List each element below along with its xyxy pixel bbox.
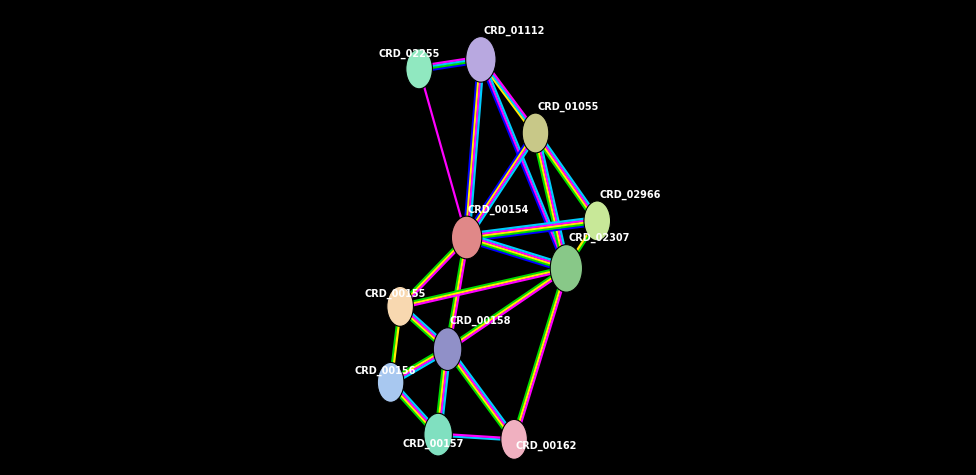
Text: CRD_02966: CRD_02966 — [599, 189, 661, 200]
Ellipse shape — [550, 245, 583, 292]
Text: CRD_01055: CRD_01055 — [538, 101, 599, 112]
Ellipse shape — [522, 113, 549, 153]
Ellipse shape — [386, 286, 414, 326]
Text: CRD_00156: CRD_00156 — [354, 366, 416, 376]
Text: CRD_00154: CRD_00154 — [468, 204, 528, 215]
Ellipse shape — [584, 201, 611, 241]
Text: CRD_02255: CRD_02255 — [379, 49, 440, 59]
Ellipse shape — [406, 49, 432, 89]
Text: CRD_00158: CRD_00158 — [450, 316, 511, 326]
Text: CRD_00162: CRD_00162 — [515, 441, 577, 451]
Text: CRD_02307: CRD_02307 — [569, 233, 630, 243]
Ellipse shape — [433, 328, 462, 371]
Text: CRD_00157: CRD_00157 — [402, 438, 464, 449]
Ellipse shape — [501, 419, 527, 459]
Ellipse shape — [452, 216, 482, 259]
Text: CRD_01112: CRD_01112 — [483, 25, 545, 36]
Text: CRD_00155: CRD_00155 — [364, 289, 426, 299]
Ellipse shape — [424, 413, 452, 456]
Ellipse shape — [466, 37, 496, 82]
Ellipse shape — [378, 362, 404, 402]
